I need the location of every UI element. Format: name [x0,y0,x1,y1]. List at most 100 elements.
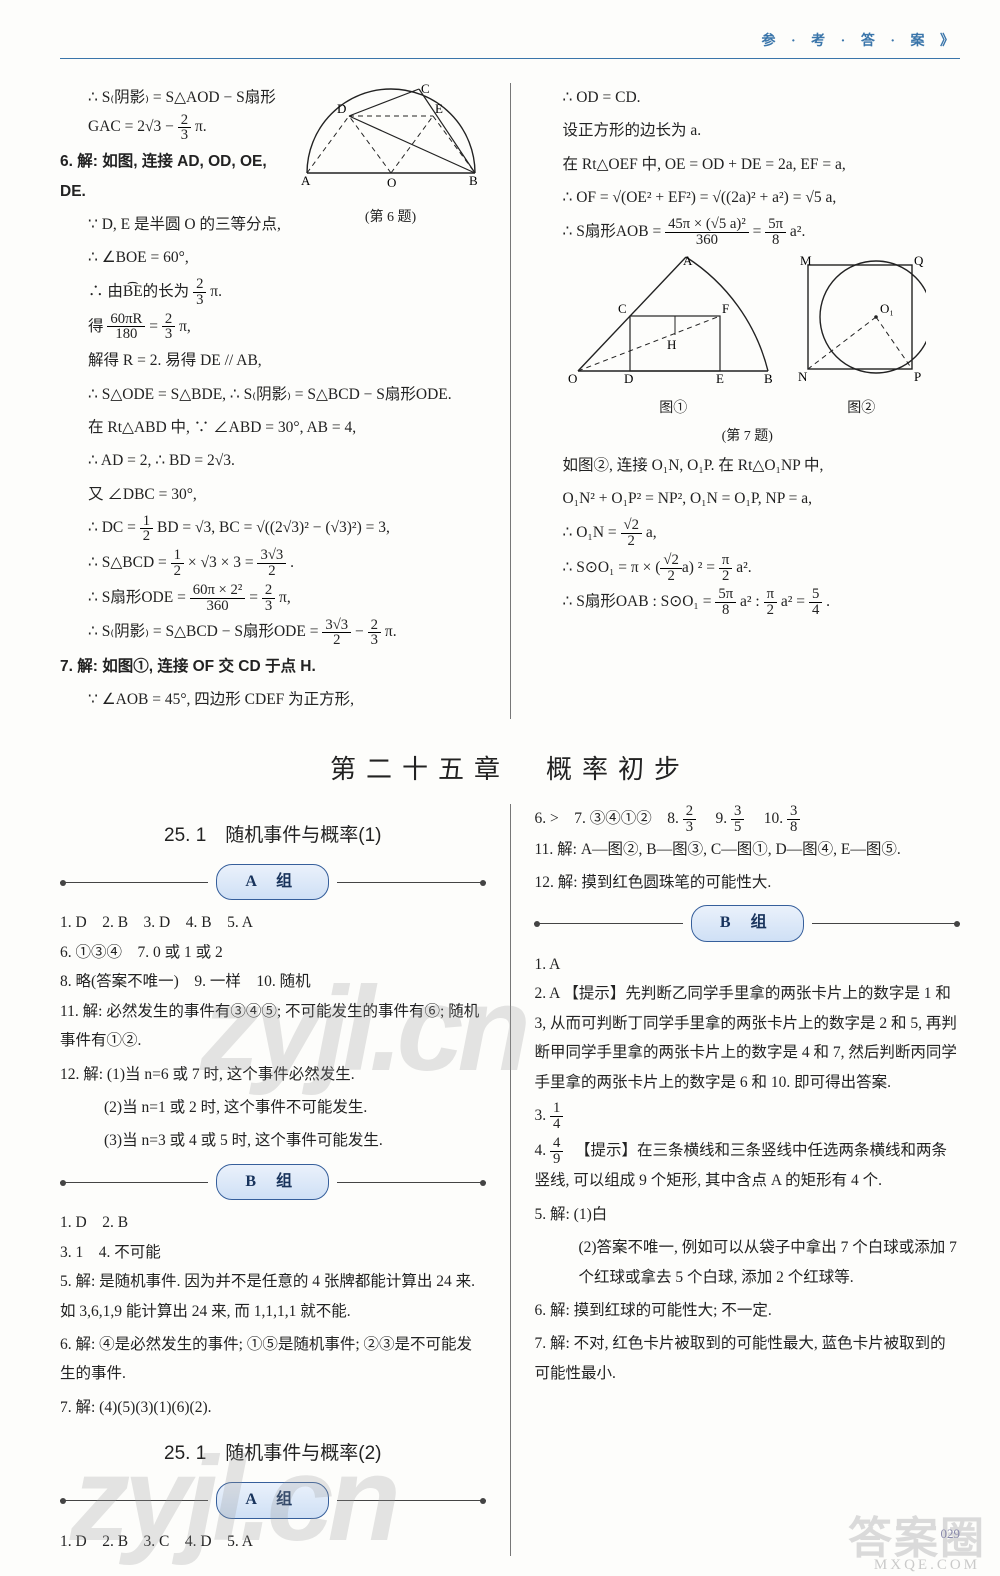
text: 2. A 【提示】先判断乙同学手里拿的两张卡片上的数字是 1 和 3, 从而可判… [534,979,960,1097]
text: 5. 解: 是随机事件. 因为并不是任意的 4 张牌都能计算出 24 来. 如 … [60,1267,486,1326]
page-number: 029 [941,1526,961,1542]
header-line [60,58,960,59]
group-B-1: B 组 [60,1164,486,1200]
fig7b-svg: M Q N P O₁ [796,253,926,383]
q7-head: 7. 解: 如图①, 连接 OF 交 CD 于点 H. [60,652,486,681]
text: ∴ S⊙O₁ = π × (√22a) ² = π2 a². [534,553,960,584]
answers: 6. ①③④ 7. 0 或 1 或 2 [60,938,486,967]
text: 12. 解: (1)当 n=6 或 7 时, 这个事件必然发生. [60,1060,486,1089]
text: ∴ ∠BOE = 60°, [60,243,296,272]
text: 得 60πR180 = 23 π, [60,312,296,343]
text: 4. 49 【提示】在三条横线和三条竖线中任选两条横线和两条竖线, 可以组成 9… [534,1136,960,1196]
lower-columns: 25. 1 随机事件与概率(1) A 组 1. D 2. B 3. D 4. B… [60,804,960,1556]
text: 6. 解: 摸到红球的可能性大; 不一定. [534,1296,960,1325]
svg-text:O₁: O₁ [880,301,894,316]
top-col-left: ∴ S₍阴影₎ = S△AOD − S扇形GAC = 2√3 − 23 π. 6… [60,83,486,719]
pill-A: A 组 [216,1482,329,1518]
svg-text:D: D [624,371,633,383]
text: O₁N² + O₁P² = NP², O₁N = O₁P, NP = a, [534,484,960,513]
answers: 1. D 2. B 3. D 4. B 5. A [60,908,486,937]
group-A-2: A 组 [60,1482,486,1518]
text: 解得 R = 2. 易得 DE // AB, [60,346,486,375]
column-divider [510,83,511,719]
text: 在 Rt△OEF 中, OE = OD + DE = 2a, EF = a, [534,150,960,179]
text: ∵ ∠AOB = 45°, 四边形 CDEF 为正方形, [60,685,486,714]
top-col-right: ∴ OD = CD. 设正方形的边长为 a. 在 Rt△OEF 中, OE = … [534,83,960,719]
text: (3)当 n=3 或 4 或 5 时, 这个事件可能发生. [60,1126,486,1155]
svg-text:E: E [435,101,443,116]
answers: 3. 1 4. 不可能 [60,1238,486,1267]
figure-6: A B O C D E (第 6 题) [296,83,486,232]
group-A-1: A 组 [60,864,486,900]
text: ∴ S△BCD = 12 × √3 × 3 = 3√32 . [60,548,486,579]
fig7a-svg: A B O C F D E H [568,253,778,383]
text: 11. 解: 必然发生的事件有③④⑤; 不可能发生的事件有⑥; 随机事件有①②. [60,997,486,1056]
top-columns: ∴ S₍阴影₎ = S△AOD − S扇形GAC = 2√3 − 23 π. 6… [60,83,960,719]
answers: 6. > 7. ③④①② 8. 23 9. 35 10. 38 [534,804,960,835]
svg-text:D: D [337,101,346,116]
text: ∴ OD = CD. [534,83,960,112]
group-B-2: B 组 [534,905,960,941]
fig7-caption: (第 7 题) [534,424,960,451]
text: 12. 解: 摸到红色圆珠笔的可能性大. [534,868,960,897]
text: 7. 解: (4)(5)(3)(1)(6)(2). [60,1393,486,1422]
page: 参 · 考 · 答 · 案 》 ∴ S₍阴影₎ = S△AOD − S扇形GAC… [0,0,1000,1576]
svg-text:E: E [716,371,724,383]
text: 如图②, 连接 O₁N, O₁P. 在 Rt△O₁NP 中, [534,451,960,480]
text: ∴ S扇形AOB = 45π × (√5 a)²360 = 5π8 a². [534,217,960,248]
q6-head: 6. 解: 如图, 连接 AD, OD, OE, DE. [60,147,296,206]
pill-B: B 组 [691,905,804,941]
svg-text:O: O [387,175,396,190]
answers: 1. D 2. B 3. C 4. D 5. A [60,1527,486,1556]
svg-text:P: P [914,369,921,383]
lower-col-right: 6. > 7. ③④①② 8. 23 9. 35 10. 38 11. 解: A… [534,804,960,1556]
text: ∴ S₍阴影₎ = S△AOD − S扇形GAC = 2√3 − 23 π. [60,83,296,143]
svg-text:Q: Q [914,253,924,268]
text: ∴ AD = 2, ∴ BD = 2√3. [60,446,486,475]
svg-text:N: N [798,369,808,383]
text: 5. 解: (1)白 [534,1200,960,1229]
text: ∴ S₍阴影₎ = S△BCD − S扇形ODE = 3√32 − 23 π. [60,617,486,648]
svg-text:A: A [301,173,311,188]
header-bar: 参 · 考 · 答 · 案 》 [60,30,960,50]
text: 在 Rt△ABD 中, ∵ ∠ABD = 30°, AB = 4, [60,413,486,442]
text: 11. 解: A—图②, B—图③, C—图①, D—图④, E—图⑤. [534,835,960,864]
text: 7. 解: 不对, 红色卡片被取到的可能性最大, 蓝色卡片被取到的可能性最小. [534,1329,960,1388]
svg-text:F: F [722,301,729,316]
svg-text:C: C [421,83,430,96]
fig6-svg: A B O C D E [301,83,481,193]
text: 设正方形的边长为 a. [534,116,960,145]
pill-B: B 组 [216,1164,329,1200]
figure-7: A B O C F D E H 图① [534,253,960,422]
text: 6. 解: ④是必然发生的事件; ①⑤是随机事件; ②③是不可能发生的事件. [60,1330,486,1389]
svg-text:B: B [764,371,773,383]
text: ∴ S扇形OAB : S⊙O₁ = 5π8 a² : π2 a² = 54 . [534,587,960,618]
fig7a-label: 图① [568,396,778,423]
text: ∵ D, E 是半圆 O 的三等分点, [60,210,296,239]
answers: 1. A [534,950,960,979]
text: 3. 14 [534,1101,960,1132]
answers: 1. D 2. B [60,1208,486,1237]
text: ∴ OF = √(OE² + EF²) = √((2a)² + a²) = √5… [534,183,960,212]
svg-text:M: M [800,253,812,268]
pill-A: A 组 [216,864,329,900]
text: ∴ S△ODE = S△BDE, ∴ S₍阴影₎ = S△BCD − S扇形OD… [60,380,486,409]
text: ∴ O₁N = √22 a, [534,518,960,549]
corner-sub: MXQE.COM [874,1557,980,1574]
section-title-2: 25. 1 随机事件与概率(2) [60,1436,486,1472]
text: ∴ DC = 12 BD = √3, BC = √((2√3)² − (√3)²… [60,513,486,544]
svg-text:C: C [618,301,627,316]
text: ∴ 由B͡E的长为 23 π. [60,277,296,308]
chapter-title: 第二十五章 概率初步 [60,749,960,786]
text: ∴ S扇形ODE = 60π × 2²360 = 23 π, [60,583,486,614]
svg-text:H: H [667,337,676,352]
svg-text:O: O [568,371,577,383]
answers: 8. 略(答案不唯一) 9. 一样 10. 随机 [60,967,486,996]
text: (2)当 n=1 或 2 时, 这个事件不可能发生. [60,1093,486,1122]
text: (2)答案不唯一, 例如可以从袋子中拿出 7 个白球或添加 7 个红球或拿去 5… [534,1233,960,1292]
section-title-1: 25. 1 随机事件与概率(1) [60,818,486,854]
svg-text:B: B [469,173,478,188]
svg-text:A: A [683,253,693,268]
fig6-caption: (第 6 题) [296,205,486,232]
text: 又 ∠DBC = 30°, [60,480,486,509]
